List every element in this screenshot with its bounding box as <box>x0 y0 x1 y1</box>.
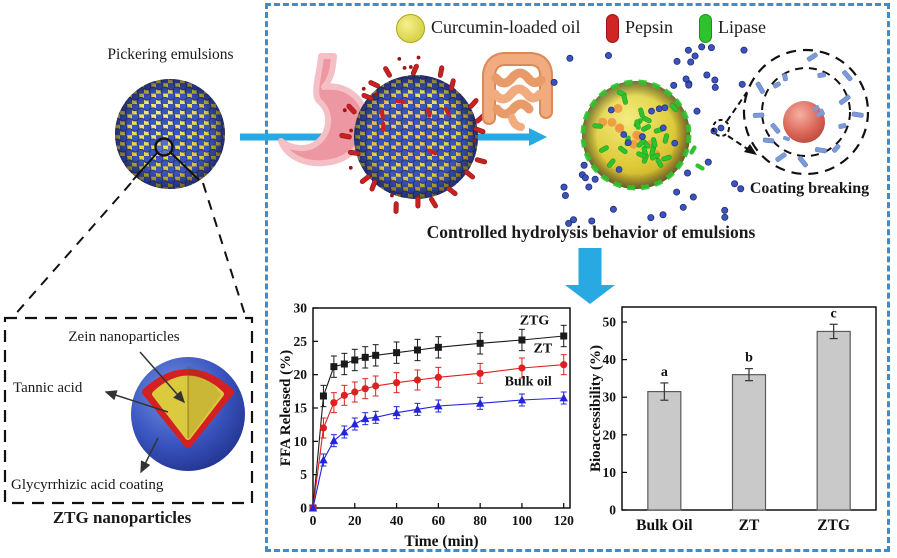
pepsin-legend-label: Pepsin <box>625 17 674 37</box>
svg-text:30: 30 <box>603 390 617 405</box>
released-nanoparticle-dots <box>550 43 748 227</box>
svg-text:Bioaccessibility (%): Bioaccessibility (%) <box>588 345 604 472</box>
svg-text:10: 10 <box>294 434 308 449</box>
down-arrow-icon <box>565 248 615 304</box>
glycyrrhizic-annotation-arrow <box>140 437 159 474</box>
svg-text:0: 0 <box>609 503 616 518</box>
svg-text:50: 50 <box>603 315 617 330</box>
pickering-emulsion-sphere <box>115 79 225 189</box>
svg-text:15: 15 <box>294 401 308 416</box>
svg-text:20: 20 <box>294 367 308 382</box>
broken-coating-fragments <box>752 52 864 168</box>
svg-text:b: b <box>745 351 753 366</box>
tannic-acid-label: Tannic acid <box>13 380 83 396</box>
coating-breaking-label: Coating breaking <box>749 180 870 197</box>
curcumin-oil-legend-label: Curcumin-loaded oil <box>431 17 581 37</box>
ffa-release-line-chart: 0 20 40 60 80 100 120 0 5 10 15 20 25 30 Time (min) FFA… <box>278 301 575 551</box>
lipase-legend-label: Lipase <box>718 17 766 37</box>
svg-text:10: 10 <box>603 465 617 480</box>
curcumin-oil-legend-icon <box>396 14 425 43</box>
ztg-nanoparticles-caption: ZTG nanoparticles <box>52 508 192 527</box>
zein-annotation-arrow <box>139 351 185 404</box>
svg-text:ZTG: ZTG <box>520 314 550 329</box>
svg-text:80: 80 <box>473 513 487 528</box>
lipase-legend-icon <box>699 14 712 43</box>
svg-text:100: 100 <box>512 513 533 528</box>
pepsin-legend-icon <box>606 14 619 43</box>
ztg-nanoparticle-cutaway-sphere <box>131 357 245 471</box>
tannic-annotation-arrow <box>104 390 169 413</box>
svg-text:ZT: ZT <box>533 342 552 357</box>
lipase-capsules <box>592 89 705 173</box>
glycyrrhizic-acid-label: Glycyrrhizic acid coating <box>11 477 164 493</box>
emulsion-with-pepsin <box>339 55 490 214</box>
svg-text:c: c <box>831 306 837 321</box>
svg-text:60: 60 <box>432 513 446 528</box>
svg-text:40: 40 <box>390 513 404 528</box>
svg-text:Time (min): Time (min) <box>404 533 478 550</box>
svg-text:120: 120 <box>554 513 575 528</box>
curcumin-core-sphere <box>783 101 825 143</box>
svg-text:FFA Released (%): FFA Released (%) <box>278 350 294 466</box>
svg-text:a: a <box>661 365 668 380</box>
pepsin-capsules <box>339 55 490 214</box>
intestine-icon <box>482 52 553 131</box>
coating-breaking-illustration <box>712 48 870 176</box>
process-caption: Controlled hydrolysis behavior of emulsi… <box>426 222 756 242</box>
magnifier-icon <box>132 137 200 181</box>
svg-text:40: 40 <box>603 352 617 367</box>
right-arrow-2-icon <box>478 128 547 146</box>
svg-text:25: 25 <box>294 334 308 349</box>
svg-text:30: 30 <box>294 301 308 316</box>
svg-text:5: 5 <box>300 467 307 482</box>
ztg-dashed-box <box>3 316 254 505</box>
svg-text:Bulk oil: Bulk oil <box>505 374 552 389</box>
emulsion-with-lipase <box>550 43 748 227</box>
svg-text:Bulk Oil: Bulk Oil <box>636 517 693 534</box>
svg-text:ZTG: ZTG <box>817 517 850 534</box>
callout-dashed-line-left <box>11 182 132 319</box>
svg-text:0: 0 <box>300 501 307 516</box>
svg-text:ZT: ZT <box>739 517 760 534</box>
svg-text:20: 20 <box>603 427 617 442</box>
svg-text:0: 0 <box>310 513 317 528</box>
svg-text:20: 20 <box>348 513 362 528</box>
pickering-emulsions-title: Pickering emulsions <box>107 46 234 63</box>
callout-dashed-line-right <box>202 182 247 319</box>
dashed-panel-border <box>265 3 890 552</box>
bioaccessibility-bar-chart: 0 10 20 30 40 50 Bioaccessibility (%) a Bulk Oil… <box>588 306 877 534</box>
zein-nanoparticles-label: Zein nanoparticles <box>68 329 180 345</box>
